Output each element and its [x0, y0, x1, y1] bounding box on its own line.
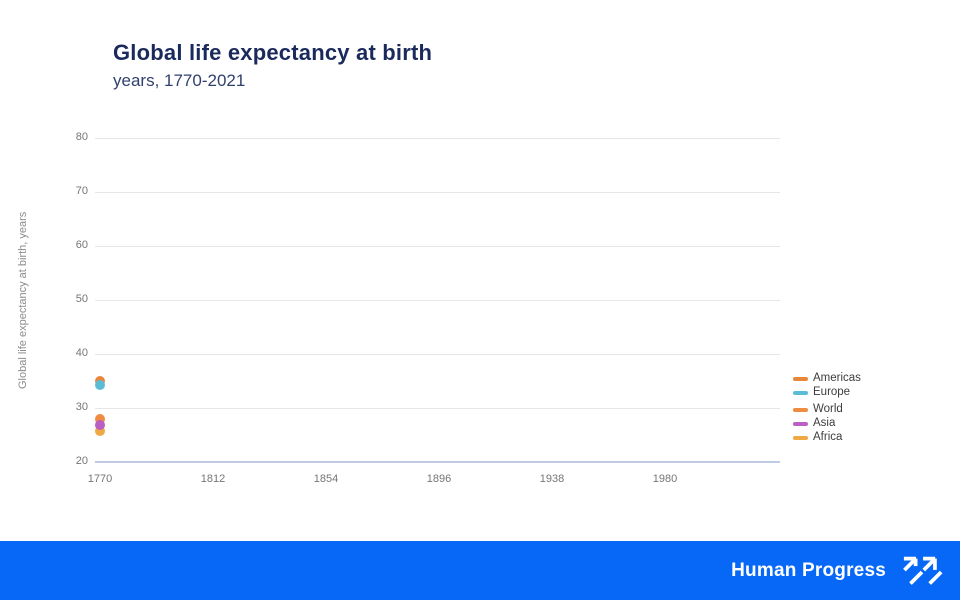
gridline-30 — [95, 408, 780, 409]
data-point-world[interactable] — [95, 413, 105, 424]
x-tick-label: 1770 — [87, 473, 113, 485]
legend-swatch — [793, 391, 808, 395]
gridline-20 — [95, 461, 780, 463]
data-point-europe[interactable] — [95, 380, 105, 391]
legend-swatch — [793, 377, 808, 381]
y-tick-label: 80 — [75, 131, 88, 143]
y-tick-label: 70 — [75, 185, 88, 197]
footer-bar: Human Progress — [0, 541, 960, 600]
y-tick-label: 50 — [75, 293, 88, 305]
chart-title: Global life expectancy at birth — [113, 40, 433, 65]
legend-label: World — [813, 403, 843, 415]
gridline-50 — [95, 300, 780, 301]
gridline-70 — [95, 192, 780, 193]
x-tick-label: 1938 — [539, 473, 565, 485]
legend-swatch — [793, 436, 808, 440]
x-tick-label: 1812 — [200, 473, 226, 485]
x-tick-label: 1854 — [313, 473, 339, 485]
data-point-africa[interactable] — [95, 425, 105, 436]
legend-swatch — [793, 422, 808, 426]
brand-name: Human Progress — [731, 559, 886, 581]
gridline-80 — [95, 138, 780, 139]
legend-swatch — [793, 408, 808, 412]
data-point-asia[interactable] — [95, 419, 105, 430]
legend-label: Europe — [813, 386, 851, 398]
legend-label: Americas — [813, 372, 861, 384]
human-progress-arrows-icon — [903, 556, 943, 585]
y-tick-label: 40 — [75, 347, 88, 359]
x-tick-label: 1896 — [426, 473, 452, 485]
y-tick-label: 60 — [75, 239, 88, 251]
gridline-60 — [95, 246, 780, 247]
chart-subtitle: years, 1770-2021 — [113, 71, 246, 90]
y-tick-label: 20 — [75, 455, 88, 467]
x-tick-label: 1980 — [652, 473, 678, 485]
legend-label: Asia — [813, 417, 836, 429]
gridline-40 — [95, 354, 780, 355]
y-axis-title: Global life expectancy at birth, years — [17, 211, 29, 389]
legend-label: Africa — [813, 431, 843, 443]
y-tick-label: 30 — [75, 401, 88, 413]
